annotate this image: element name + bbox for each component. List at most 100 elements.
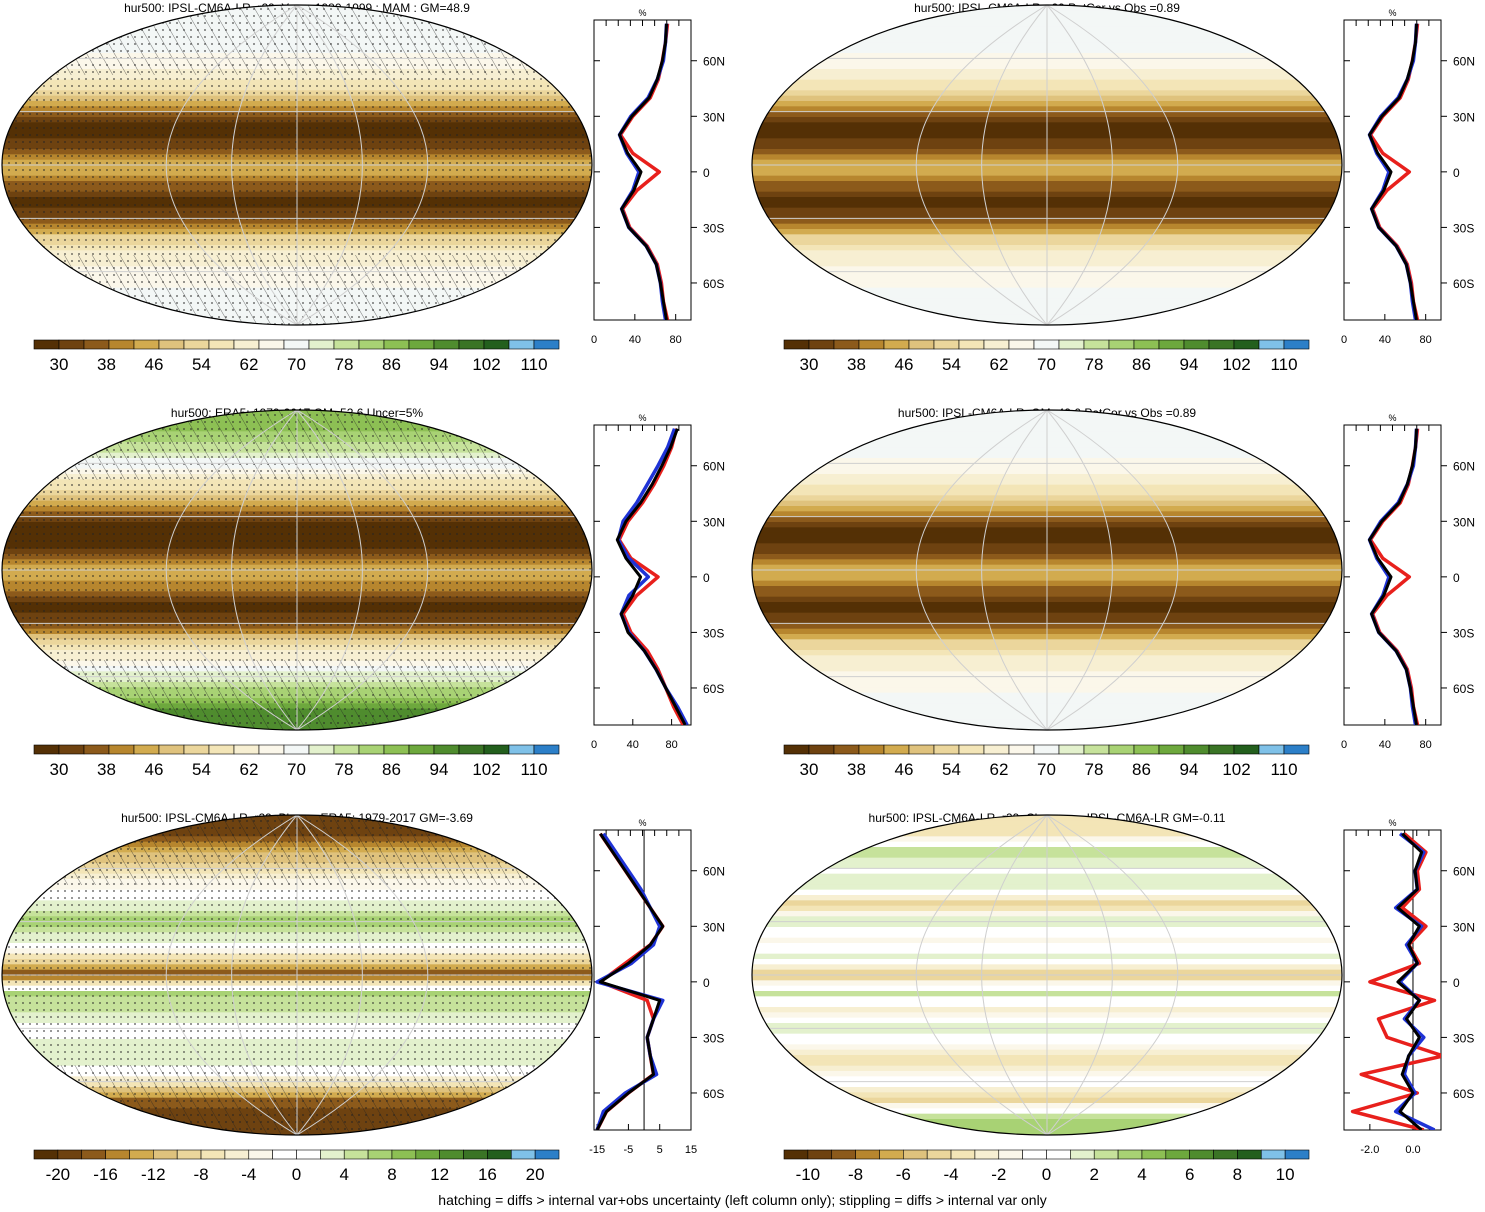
profile-ytick-label: 60S bbox=[703, 682, 724, 696]
colorbar-tick-label: 30 bbox=[800, 355, 819, 374]
colorbar-cell bbox=[133, 744, 160, 755]
profile-ytick-label: 30N bbox=[1453, 920, 1475, 934]
colorbar-cell bbox=[1083, 339, 1110, 350]
profile-series-line bbox=[1368, 23, 1418, 320]
colorbar-tick-label: -6 bbox=[896, 1165, 911, 1184]
colorbar-cell bbox=[408, 744, 435, 755]
colorbar-cell bbox=[1260, 1149, 1286, 1160]
colorbar-cell bbox=[458, 744, 485, 755]
colorbar-tick-label: 16 bbox=[478, 1165, 497, 1184]
colorbar-cell bbox=[1008, 744, 1035, 755]
colorbar-cell bbox=[83, 744, 110, 755]
colorbar-cell bbox=[272, 1149, 297, 1160]
profile-series-line bbox=[615, 428, 687, 725]
colorbar-tick-label: -8 bbox=[193, 1165, 208, 1184]
colorbar-cell bbox=[200, 1149, 226, 1160]
colorbar-cell bbox=[783, 744, 810, 755]
colorbar-cell bbox=[105, 1149, 130, 1160]
colorbar-cell bbox=[883, 744, 910, 755]
colorbar-cell bbox=[807, 1149, 833, 1160]
colorbar-cell bbox=[879, 1149, 904, 1160]
colorbar-cell bbox=[1284, 1149, 1310, 1160]
colorbar-cell bbox=[258, 339, 285, 350]
colorbar-tick-label: 20 bbox=[526, 1165, 545, 1184]
map-field bbox=[752, 815, 1342, 1135]
colorbar-cell bbox=[183, 339, 210, 350]
colorbar-cell bbox=[333, 339, 360, 350]
colorbar-cell bbox=[383, 744, 410, 755]
colorbar-cell bbox=[1208, 744, 1235, 755]
zonal-profile: % 60N 30N 0 30S 60S 0 40 80 bbox=[591, 413, 725, 751]
colorbar-cell bbox=[983, 744, 1010, 755]
colorbar-cell bbox=[367, 1149, 393, 1160]
colorbar-cell bbox=[1108, 744, 1135, 755]
colorbar-cell bbox=[926, 1149, 952, 1160]
map-field bbox=[2, 5, 592, 325]
profile-ytick-label: 60S bbox=[703, 277, 724, 291]
colorbar-cell bbox=[855, 1149, 880, 1160]
panel-3: hur500: ERA5: 1979-2017 GM=52.6 Uncer=5%… bbox=[1, 406, 725, 779]
colorbar-cell bbox=[483, 339, 510, 350]
colorbar-cell bbox=[129, 1149, 154, 1160]
colorbar-tick-label: 38 bbox=[847, 760, 866, 779]
colorbar-tick-label: -4 bbox=[241, 1165, 256, 1184]
colorbar-cell bbox=[908, 744, 935, 755]
colorbar-cell bbox=[158, 744, 185, 755]
colorbar-cell bbox=[1070, 1149, 1095, 1160]
colorbar-cell bbox=[958, 744, 985, 755]
colorbar-cell bbox=[1189, 1149, 1214, 1160]
profile-ytick-label: 30S bbox=[1453, 1031, 1474, 1045]
profile-ytick-label: 30S bbox=[703, 221, 724, 235]
colorbar-tick-label: -10 bbox=[796, 1165, 821, 1184]
profile-ytick-label: 30N bbox=[703, 920, 725, 934]
colorbar-tick-label: 94 bbox=[1180, 355, 1199, 374]
colorbar-cell bbox=[248, 1149, 273, 1160]
colorbar-tick-label: 78 bbox=[335, 355, 354, 374]
colorbar-cell bbox=[1258, 744, 1285, 755]
profile-series-line bbox=[618, 23, 668, 320]
colorbar-tick-label: 70 bbox=[287, 760, 306, 779]
colorbar-cell bbox=[1058, 744, 1085, 755]
colorbar-tick-label: 4 bbox=[339, 1165, 348, 1184]
profile-xtick-label: 40 bbox=[627, 739, 639, 751]
colorbar-cell bbox=[308, 339, 335, 350]
profile-ytick-label: 30S bbox=[1453, 221, 1474, 235]
colorbar-tick-label: 86 bbox=[1132, 760, 1151, 779]
colorbar-tick-label: 38 bbox=[97, 355, 116, 374]
colorbar-tick-label: 46 bbox=[895, 760, 914, 779]
colorbar-tick-label: -16 bbox=[93, 1165, 118, 1184]
colorbar-tick-label: 78 bbox=[1085, 355, 1104, 374]
colorbar-cell bbox=[1165, 1149, 1190, 1160]
colorbar-cell bbox=[224, 1149, 250, 1160]
profile-xtick-label: 40 bbox=[1379, 739, 1391, 751]
map-field bbox=[752, 5, 1342, 325]
colorbar-cell bbox=[1008, 339, 1035, 350]
profile-xtick-label: 0 bbox=[591, 334, 597, 346]
colorbar-cell bbox=[1141, 1149, 1167, 1160]
colorbar-tick-label: 94 bbox=[430, 355, 449, 374]
map-field bbox=[2, 410, 592, 730]
colorbar: 30 38 46 54 62 70 78 86 94 102 110 bbox=[33, 339, 560, 374]
panel-1: hur500: IPSL-CM6A-LR_r29: Years 1980-199… bbox=[1, 1, 725, 374]
colorbar-cell bbox=[508, 744, 535, 755]
map-outline bbox=[1, 814, 593, 1136]
colorbar-tick-label: 78 bbox=[335, 760, 354, 779]
zonal-profile: % 60N 30N 0 30S 60S 0 40 80 bbox=[1341, 413, 1475, 751]
profile-title: % bbox=[638, 413, 646, 423]
colorbar-cell bbox=[333, 744, 360, 755]
colorbar-cell bbox=[283, 339, 310, 350]
colorbar-tick-label: 102 bbox=[472, 355, 500, 374]
profile-xtick-label: 40 bbox=[1379, 334, 1391, 346]
colorbar-cell bbox=[1208, 339, 1235, 350]
colorbar-tick-label: 62 bbox=[240, 355, 259, 374]
profile-series-line bbox=[616, 428, 689, 725]
profile-frame bbox=[593, 424, 692, 726]
colorbar-cell bbox=[33, 744, 60, 755]
colorbar-cell bbox=[108, 339, 135, 350]
colorbar-cell bbox=[458, 339, 485, 350]
colorbar-cell bbox=[433, 744, 460, 755]
colorbar-cell bbox=[533, 744, 560, 755]
colorbar-tick-label: 110 bbox=[520, 760, 547, 779]
colorbar-cell bbox=[534, 1149, 560, 1160]
